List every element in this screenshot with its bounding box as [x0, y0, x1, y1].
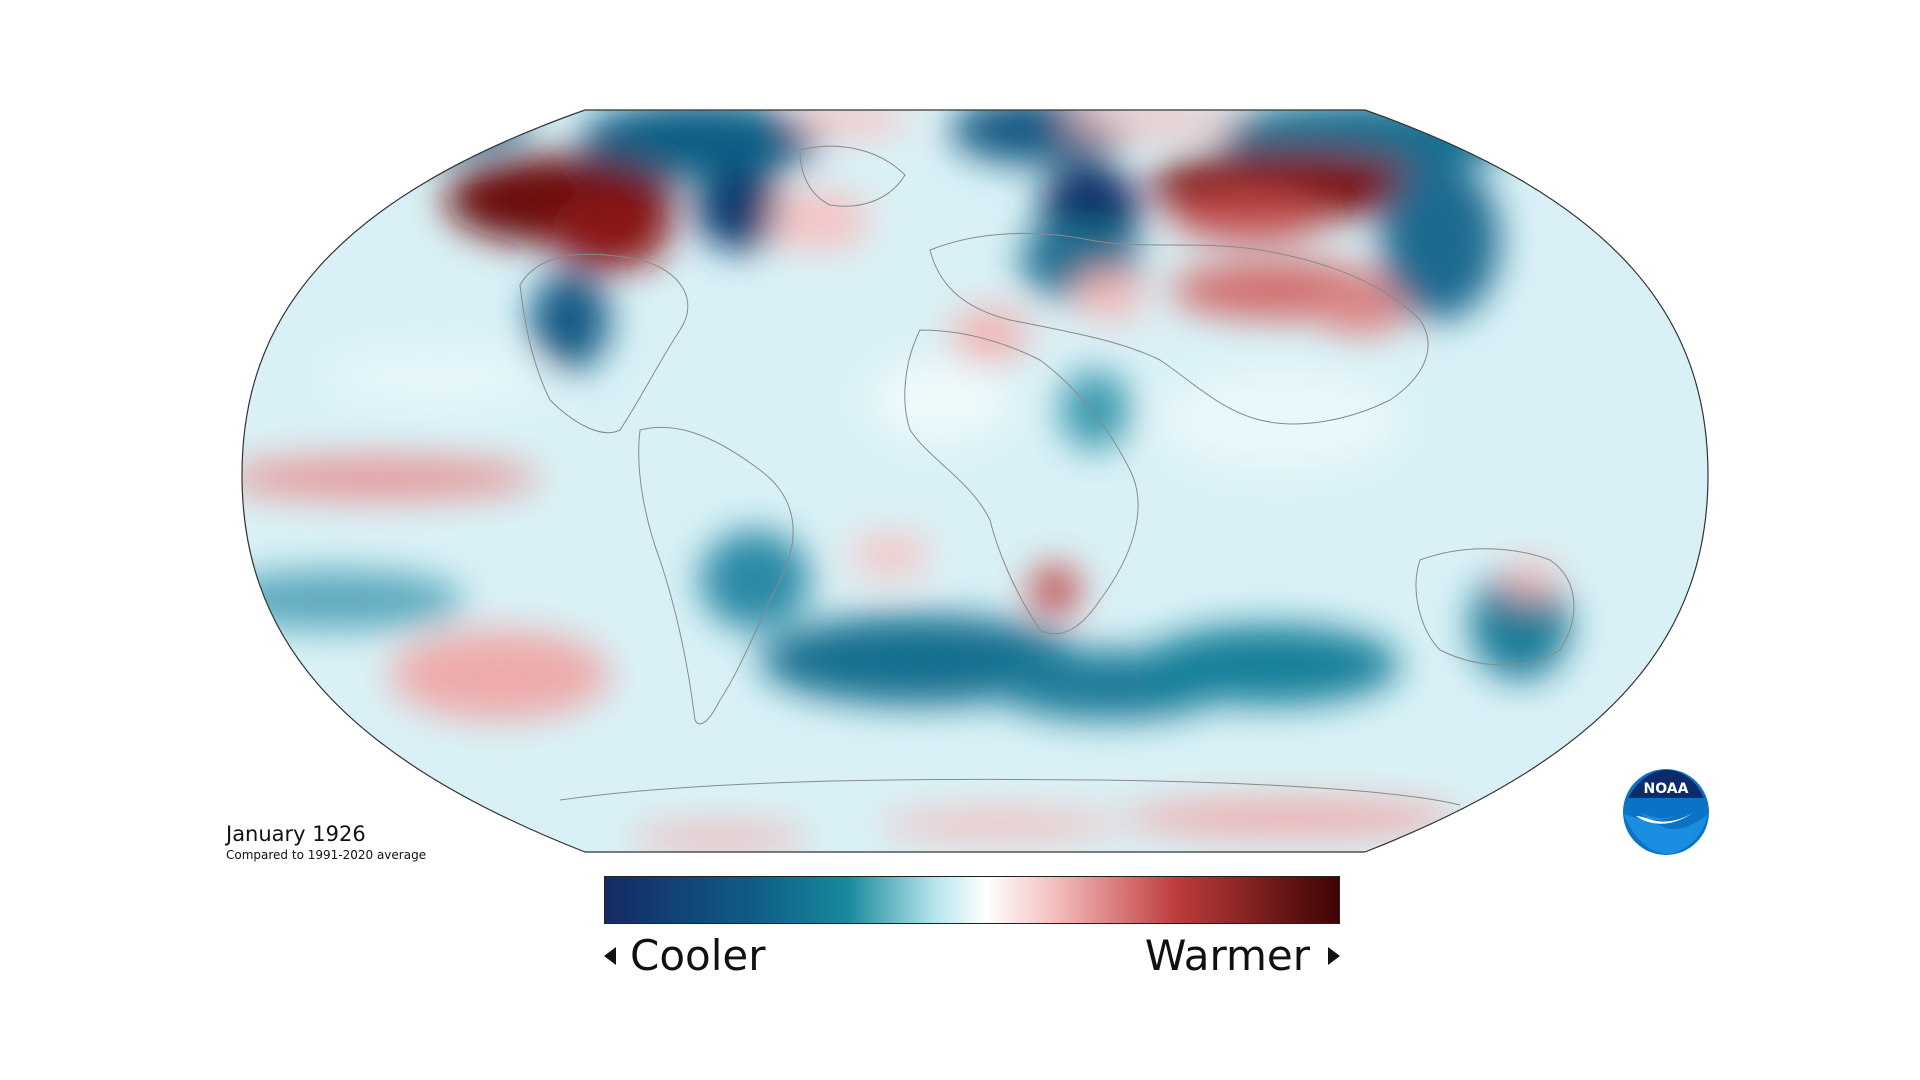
cooler-label-group: Cooler [604, 930, 766, 982]
continent-outlines [519, 145, 1575, 806]
map-baseline-subtitle: Compared to 1991-2020 average [226, 848, 427, 862]
noaa-logo-icon: NOAA [1623, 769, 1709, 855]
anomaly-colorbar [604, 876, 1340, 924]
globe-border [241, 109, 1709, 853]
warmer-label-group: Warmer [1145, 930, 1340, 982]
noaa-logo-text: NOAA [1644, 781, 1689, 797]
anomaly-field [242, 110, 1570, 850]
left-arrow-icon [604, 947, 616, 965]
warmer-label: Warmer [1144, 931, 1310, 980]
cooler-label: Cooler [630, 931, 766, 980]
right-arrow-icon [1328, 947, 1340, 965]
map-date-title: January 1926 [226, 822, 366, 846]
